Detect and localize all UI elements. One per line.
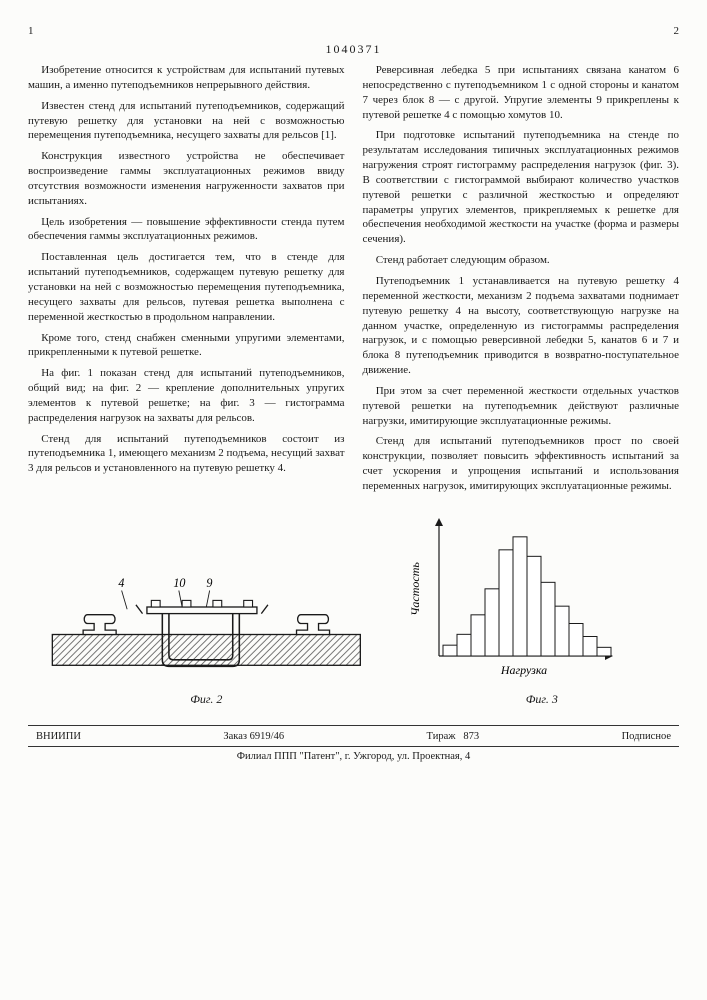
para: Путеподъемник 1 устанавливается на путев… xyxy=(363,274,680,378)
columns: Изобретение относится к устройствам для … xyxy=(28,63,679,500)
para: Конструкция известного устройства не обе… xyxy=(28,149,345,208)
para: На фиг. 1 показан стенд для испытаний пу… xyxy=(28,366,345,425)
histogram-bar xyxy=(513,537,527,656)
header-row: 1 2 xyxy=(28,24,679,39)
footer-tirazh-label: Тираж xyxy=(427,731,456,742)
figure-2: 4 10 9 xyxy=(28,574,385,707)
doc-number: 1040371 xyxy=(28,41,679,57)
fig2-callout: 4 xyxy=(118,576,124,590)
para: При этом за счет переменной жесткости от… xyxy=(363,384,680,429)
fig2-svg: 4 10 9 xyxy=(28,574,385,684)
para: Цель изобретения — повышение эффективнос… xyxy=(28,215,345,245)
para: При подготовке испытаний путеподъемника … xyxy=(363,128,680,247)
fig2-callout: 9 xyxy=(206,576,212,590)
footer-order: Заказ 6919/46 xyxy=(223,730,284,744)
footer-tirazh-value: 873 xyxy=(463,731,479,742)
histogram-bar xyxy=(457,634,471,656)
para: Изобретение относится к устройствам для … xyxy=(28,63,345,93)
column-left: Изобретение относится к устройствам для … xyxy=(28,63,345,500)
para: Стенд для испытаний путеподъемников прос… xyxy=(363,434,680,493)
rail-right-icon xyxy=(297,615,330,635)
column-right: Реверсивная лебедка 5 при испытаниях свя… xyxy=(363,63,680,500)
fig3-caption: Фиг. 3 xyxy=(405,691,679,707)
rail-left-icon xyxy=(83,615,116,635)
figures-row: 4 10 9 xyxy=(28,514,679,707)
figure-3: Частость Нагрузка Фиг. 3 xyxy=(405,514,679,707)
para: Поставленная цель достигается тем, что в… xyxy=(28,250,345,324)
col-mark-right: 2 xyxy=(674,24,680,39)
fig2-callout: 10 xyxy=(173,576,185,590)
fig3-ylabel: Частость xyxy=(408,561,422,615)
histogram-bar xyxy=(583,636,597,656)
para: Стенд для испытаний путеподъемников сост… xyxy=(28,432,345,477)
col-mark-left: 1 xyxy=(28,24,34,39)
histogram-bar xyxy=(555,606,569,656)
fig3-xlabel: Нагрузка xyxy=(499,663,546,677)
footer-sign: Подписное xyxy=(622,730,671,744)
para: Реверсивная лебедка 5 при испытаниях свя… xyxy=(363,63,680,122)
para: Стенд работает следующим образом. xyxy=(363,253,680,268)
histogram-bar xyxy=(443,645,457,656)
footer-tirazh: Тираж 873 xyxy=(427,730,480,744)
histogram-bar xyxy=(527,556,541,656)
footer: ВНИИПИ Заказ 6919/46 Тираж 873 Подписное… xyxy=(28,725,679,764)
fig3-svg: Частость Нагрузка xyxy=(405,514,615,684)
histogram-bar xyxy=(569,623,583,656)
fig2-caption: Фиг. 2 xyxy=(28,691,385,707)
histogram-bar xyxy=(471,615,485,656)
footer-address: Филиал ППП "Патент", г. Ужгород, ул. Про… xyxy=(28,746,679,764)
footer-vniipi: ВНИИПИ xyxy=(36,730,81,744)
para: Кроме того, стенд снабжен сменными упруг… xyxy=(28,331,345,361)
histogram-bar xyxy=(597,647,611,656)
histogram-bar xyxy=(541,582,555,656)
histogram-bar xyxy=(499,550,513,656)
para: Известен стенд для испытаний путеподъемн… xyxy=(28,99,345,144)
histogram-bar xyxy=(485,589,499,656)
